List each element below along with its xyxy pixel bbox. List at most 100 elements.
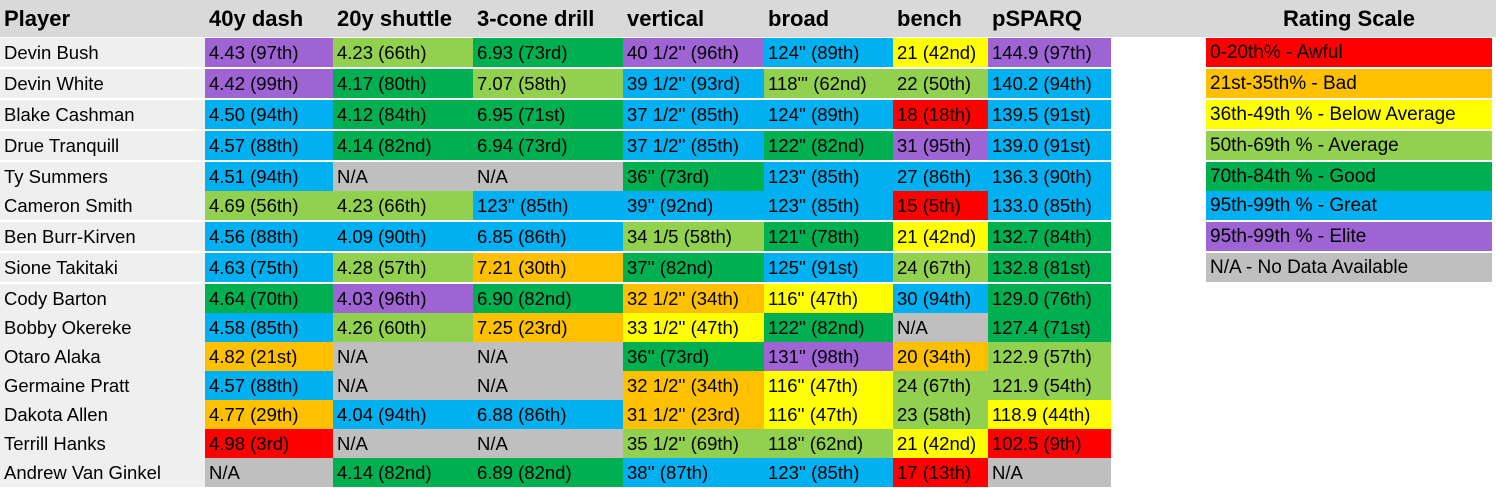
vertical-cell[interactable]: 40 1/2'' (96th): [623, 38, 764, 67]
3-cone-drill-cell[interactable]: 6.94 (73rd): [473, 131, 623, 160]
column-header-vertical[interactable]: vertical: [627, 6, 705, 31]
vertical-cell[interactable]: 35 1/2'' (69th): [623, 429, 764, 458]
20y-shuttle-cell[interactable]: 4.28 (57th): [333, 253, 473, 282]
broad-cell[interactable]: 124'' (89th): [764, 38, 893, 67]
broad-cell[interactable]: 118'' (62nd): [764, 429, 893, 458]
40y-dash-cell[interactable]: N/A: [205, 458, 333, 487]
20y-shuttle-cell[interactable]: N/A: [333, 342, 473, 371]
vertical-cell[interactable]: 37'' (82nd): [623, 253, 764, 282]
3-cone-drill-cell[interactable]: 6.93 (73rd): [473, 38, 623, 67]
broad-cell[interactable]: 123'' (85th): [764, 458, 893, 487]
bench-cell[interactable]: 20 (34th): [893, 342, 988, 371]
player-name-cell[interactable]: Devin Bush: [0, 38, 205, 67]
bench-cell[interactable]: 18 (18th): [893, 100, 988, 129]
20y-shuttle-cell[interactable]: 4.14 (82nd): [333, 458, 473, 487]
player-name-cell[interactable]: Dakota Allen: [0, 400, 205, 429]
40y-dash-cell[interactable]: 4.64 (70th): [205, 284, 333, 313]
40y-dash-cell[interactable]: 4.77 (29th): [205, 400, 333, 429]
psparq-cell[interactable]: 102.5 (9th): [988, 429, 1111, 458]
3-cone-drill-cell[interactable]: 7.21 (30th): [473, 253, 623, 282]
20y-shuttle-cell[interactable]: 4.12 (84th): [333, 100, 473, 129]
psparq-cell[interactable]: 132.8 (81st): [988, 253, 1111, 282]
psparq-cell[interactable]: 132.7 (84th): [988, 222, 1111, 251]
psparq-cell[interactable]: 136.3 (90th): [988, 162, 1111, 191]
vertical-cell[interactable]: 33 1/2'' (47th): [623, 313, 764, 342]
bench-cell[interactable]: 15 (5th): [893, 191, 988, 220]
bench-cell[interactable]: 27 (86th): [893, 162, 988, 191]
20y-shuttle-cell[interactable]: 4.17 (80th): [333, 69, 473, 98]
3-cone-drill-cell[interactable]: 6.88 (86th): [473, 400, 623, 429]
40y-dash-cell[interactable]: 4.42 (99th): [205, 69, 333, 98]
player-name-cell[interactable]: Bobby Okereke: [0, 313, 205, 342]
psparq-cell[interactable]: 139.0 (91st): [988, 131, 1111, 160]
psparq-cell[interactable]: 139.5 (91st): [988, 100, 1111, 129]
vertical-cell[interactable]: 32 1/2'' (34th): [623, 371, 764, 400]
40y-dash-cell[interactable]: 4.50 (94th): [205, 100, 333, 129]
3-cone-drill-cell[interactable]: 7.07 (58th): [473, 69, 623, 98]
psparq-cell[interactable]: 133.0 (85th): [988, 191, 1111, 220]
3-cone-drill-cell[interactable]: 6.85 (86th): [473, 222, 623, 251]
player-name-cell[interactable]: Cameron Smith: [0, 191, 205, 220]
3-cone-drill-cell[interactable]: 6.89 (82nd): [473, 458, 623, 487]
vertical-cell[interactable]: 34 1/5 (58th): [623, 222, 764, 251]
3-cone-drill-cell[interactable]: 6.90 (82nd): [473, 284, 623, 313]
20y-shuttle-cell[interactable]: 4.09 (90th): [333, 222, 473, 251]
psparq-cell[interactable]: 129.0 (76th): [988, 284, 1111, 313]
player-name-cell[interactable]: Terrill Hanks: [0, 429, 205, 458]
3-cone-drill-cell[interactable]: 7.25 (23rd): [473, 313, 623, 342]
40y-dash-cell[interactable]: 4.98 (3rd): [205, 429, 333, 458]
3-cone-drill-cell[interactable]: 6.95 (71st): [473, 100, 623, 129]
bench-cell[interactable]: 21 (42nd): [893, 429, 988, 458]
psparq-cell[interactable]: N/A: [988, 458, 1111, 487]
vertical-cell[interactable]: 36'' (73rd): [623, 162, 764, 191]
column-header-psparq[interactable]: pSPARQ: [992, 6, 1083, 31]
player-name-cell[interactable]: Devin White: [0, 69, 205, 98]
player-name-cell[interactable]: Ben Burr-Kirven: [0, 222, 205, 251]
psparq-cell[interactable]: 122.9 (57th): [988, 342, 1111, 371]
broad-cell[interactable]: 123'' (85th): [764, 191, 893, 220]
20y-shuttle-cell[interactable]: 4.04 (94th): [333, 400, 473, 429]
player-name-cell[interactable]: Otaro Alaka: [0, 342, 205, 371]
psparq-cell[interactable]: 144.9 (97th): [988, 38, 1111, 67]
broad-cell[interactable]: 122'' (82nd): [764, 131, 893, 160]
broad-cell[interactable]: 116'' (47th): [764, 284, 893, 313]
broad-cell[interactable]: 131'' (98th): [764, 342, 893, 371]
bench-cell[interactable]: 31 (95th): [893, 131, 988, 160]
player-name-cell[interactable]: Andrew Van Ginkel: [0, 458, 205, 487]
vertical-cell[interactable]: 39'' (92nd): [623, 191, 764, 220]
20y-shuttle-cell[interactable]: 4.14 (82nd): [333, 131, 473, 160]
player-name-cell[interactable]: Blake Cashman: [0, 100, 205, 129]
20y-shuttle-cell[interactable]: 4.23 (66th): [333, 38, 473, 67]
20y-shuttle-cell[interactable]: N/A: [333, 162, 473, 191]
3-cone-drill-cell[interactable]: N/A: [473, 429, 623, 458]
40y-dash-cell[interactable]: 4.69 (56th): [205, 191, 333, 220]
vertical-cell[interactable]: 36'' (73rd): [623, 342, 764, 371]
column-header-bench[interactable]: bench: [897, 6, 962, 31]
player-name-cell[interactable]: Sione Takitaki: [0, 253, 205, 282]
vertical-cell[interactable]: 32 1/2'' (34th): [623, 284, 764, 313]
20y-shuttle-cell[interactable]: 4.23 (66th): [333, 191, 473, 220]
player-name-cell[interactable]: Cody Barton: [0, 284, 205, 313]
40y-dash-cell[interactable]: 4.57 (88th): [205, 371, 333, 400]
40y-dash-cell[interactable]: 4.56 (88th): [205, 222, 333, 251]
player-name-cell[interactable]: Germaine Pratt: [0, 371, 205, 400]
bench-cell[interactable]: N/A: [893, 313, 988, 342]
bench-cell[interactable]: 23 (58th): [893, 400, 988, 429]
broad-cell[interactable]: 122'' (82nd): [764, 313, 893, 342]
bench-cell[interactable]: 17 (13th): [893, 458, 988, 487]
3-cone-drill-cell[interactable]: N/A: [473, 162, 623, 191]
vertical-cell[interactable]: 31 1/2'' (23rd): [623, 400, 764, 429]
3-cone-drill-cell[interactable]: 123'' (85th): [473, 191, 623, 220]
bench-cell[interactable]: 21 (42nd): [893, 222, 988, 251]
psparq-cell[interactable]: 127.4 (71st): [988, 313, 1111, 342]
20y-shuttle-cell[interactable]: 4.03 (96th): [333, 284, 473, 313]
40y-dash-cell[interactable]: 4.51 (94th): [205, 162, 333, 191]
bench-cell[interactable]: 24 (67th): [893, 371, 988, 400]
vertical-cell[interactable]: 39 1/2'' (93rd): [623, 69, 764, 98]
broad-cell[interactable]: 116'' (47th): [764, 371, 893, 400]
broad-cell[interactable]: 118''' (62nd): [764, 69, 893, 98]
broad-cell[interactable]: 124'' (89th): [764, 100, 893, 129]
broad-cell[interactable]: 116'' (47th): [764, 400, 893, 429]
bench-cell[interactable]: 21 (42nd): [893, 38, 988, 67]
20y-shuttle-cell[interactable]: N/A: [333, 371, 473, 400]
